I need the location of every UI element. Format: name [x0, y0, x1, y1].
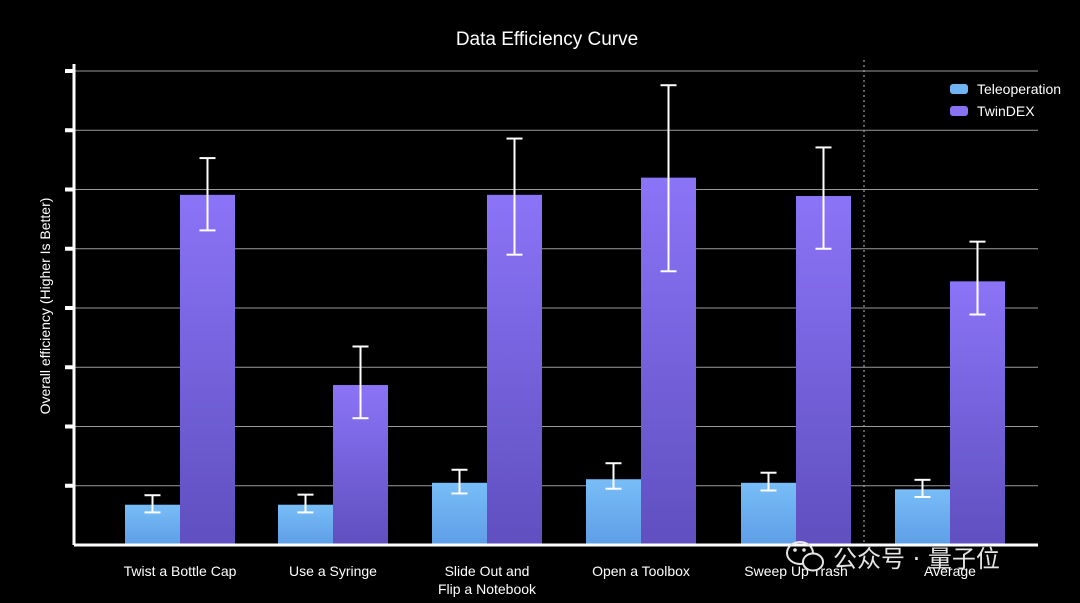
wechat-icon: [786, 541, 824, 572]
bars: [125, 177, 1005, 545]
y-tick-mark: [65, 483, 74, 488]
watermark: 公众号 · 量子位: [786, 541, 1000, 573]
error-bar-twindex: [815, 146, 832, 250]
error-bar-twindex: [352, 345, 369, 420]
error-bar-teleoperation: [297, 493, 314, 514]
watermark-text: 公众号 · 量子位: [833, 545, 1000, 573]
y-tick-mark: [65, 365, 74, 370]
bar-teleoperation: [895, 489, 950, 545]
x-tick-label: Open a Toolbox: [592, 563, 690, 579]
y-tick-mark: [65, 128, 74, 133]
error-bar-teleoperation: [914, 478, 931, 499]
legend-label-teleoperation: Teleoperation: [977, 81, 1061, 97]
y-tick-mark: [65, 424, 74, 429]
legend-label-twindex: TwinDEX: [977, 103, 1035, 119]
error-bar-teleoperation: [144, 494, 161, 514]
x-tick-label: Use a Syringe: [289, 563, 377, 579]
error-bar-twindex: [199, 157, 216, 232]
error-bar-twindex: [660, 84, 677, 273]
error-bar-teleoperation: [451, 468, 468, 495]
bar-twindex: [950, 281, 1005, 545]
y-tick-mark: [65, 246, 74, 251]
x-tick-label: Slide Out and Flip a Notebook: [438, 563, 537, 597]
error-bar-twindex: [969, 240, 986, 316]
y-axis-label: Overall efficiency (Higher Is Better): [37, 198, 53, 415]
legend-swatch-teleoperation: [950, 84, 968, 94]
legend-swatch-twindex: [950, 106, 968, 116]
x-tick-label: Average: [924, 563, 976, 579]
y-tick-mark: [65, 69, 74, 73]
error-bar-teleoperation: [605, 462, 622, 490]
x-tick-label: Twist a Bottle Cap: [124, 563, 237, 579]
y-tick-mark: [65, 306, 74, 310]
error-bar-teleoperation: [760, 471, 777, 492]
error-bars: [144, 84, 986, 514]
chart-title: Data Efficiency Curve: [456, 29, 638, 50]
x-tick-labels: Twist a Bottle Cap Use a Syringe Slide Out…: [124, 563, 977, 597]
y-tick-mark: [65, 187, 74, 192]
bar-twindex: [180, 194, 235, 545]
bar-twindex: [796, 196, 851, 545]
bar-teleoperation: [586, 479, 641, 545]
axes: [65, 64, 1038, 547]
bar-teleoperation: [741, 482, 796, 545]
error-bar-twindex: [506, 137, 523, 256]
legend: Teleoperation TwinDEX: [950, 81, 1061, 119]
